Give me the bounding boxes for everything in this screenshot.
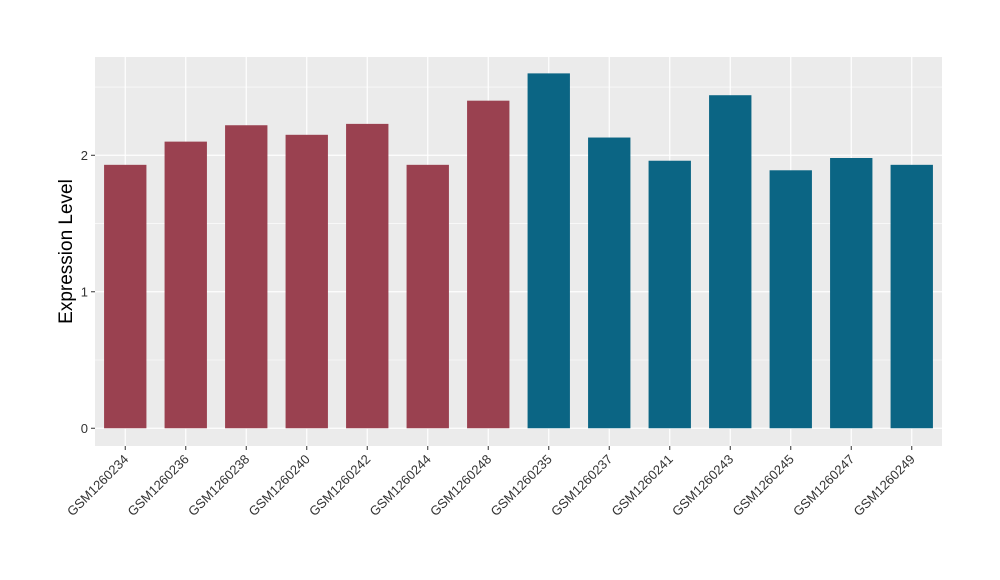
x-tick-label: GSM1260240 [246, 452, 313, 519]
y-tick-label: 0 [81, 421, 88, 436]
bar-GSM1260247 [830, 158, 873, 429]
x-tick-label: GSM1260244 [367, 452, 434, 519]
bar-GSM1260240 [285, 134, 328, 429]
y-axis-title: Expression Level [56, 179, 77, 324]
x-tick-label: GSM1260235 [488, 452, 555, 519]
bar-GSM1260234 [104, 164, 147, 429]
x-tick-label: GSM1260242 [306, 452, 373, 519]
bar-GSM1260243 [709, 95, 752, 429]
y-tick-label: 2 [81, 148, 88, 163]
x-tick-label: GSM1260248 [427, 452, 494, 519]
plot-panel [95, 57, 942, 446]
bar-GSM1260238 [225, 125, 268, 429]
bar-GSM1260244 [406, 164, 449, 429]
bar-GSM1260242 [346, 123, 389, 429]
x-tick-label: GSM1260247 [790, 452, 857, 519]
y-axis: 0 1 2 [81, 148, 95, 436]
x-tick-label: GSM1260236 [125, 452, 192, 519]
x-tick-label: GSM1260245 [730, 452, 797, 519]
bar-GSM1260248 [467, 100, 510, 429]
x-tick-label: GSM1260243 [669, 452, 736, 519]
bar-GSM1260241 [648, 160, 691, 429]
bar-GSM1260235 [527, 73, 570, 429]
x-tick-label: GSM1260238 [185, 452, 252, 519]
bar-GSM1260249 [890, 164, 933, 429]
bar-GSM1260237 [588, 137, 631, 429]
x-tick-label: GSM1260241 [609, 452, 676, 519]
y-tick-label: 1 [81, 284, 88, 299]
bar-GSM1260245 [769, 170, 812, 429]
bars [104, 73, 933, 429]
bar-GSM1260236 [164, 141, 207, 429]
x-tick-label: GSM1260237 [548, 452, 615, 519]
x-tick-label: GSM1260249 [851, 452, 918, 519]
x-axis: GSM1260234GSM1260236GSM1260238GSM1260240… [64, 446, 918, 519]
x-tick-label: GSM1260234 [64, 452, 131, 519]
